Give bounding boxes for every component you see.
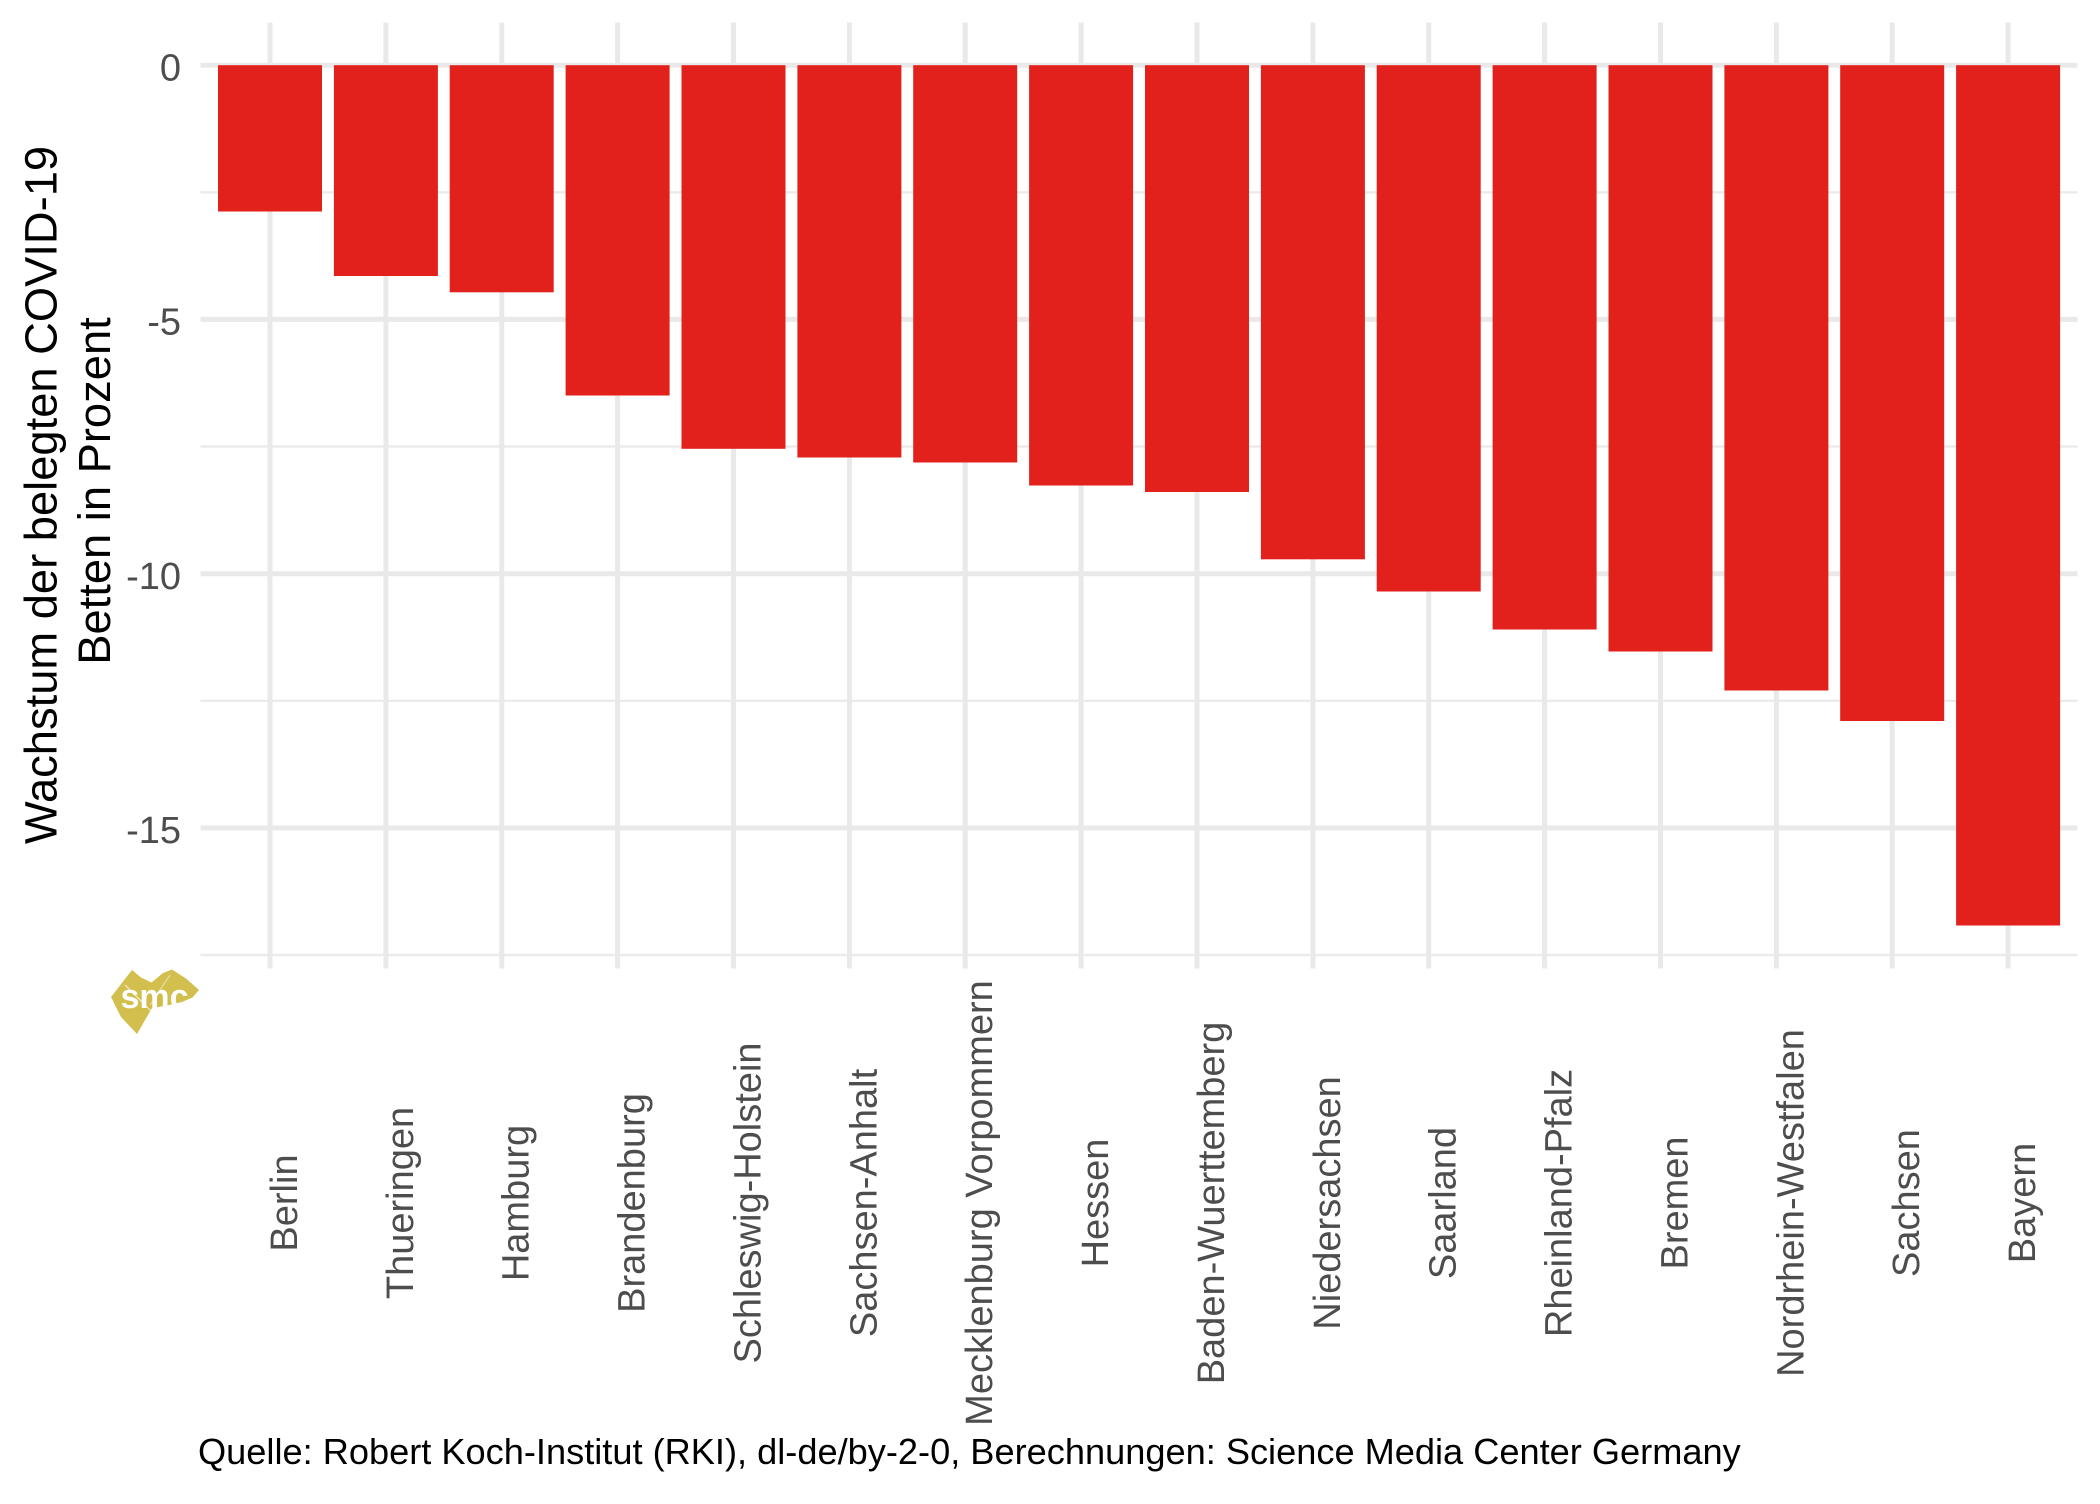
svg-text:Berlin: Berlin — [264, 1154, 306, 1251]
svg-text:Niedersachsen: Niedersachsen — [1307, 1076, 1349, 1329]
svg-text:Schleswig-Holstein: Schleswig-Holstein — [728, 1042, 770, 1363]
svg-text:Sachsen: Sachsen — [1886, 1129, 1928, 1277]
svg-text:Betten in Prozent: Betten in Prozent — [69, 317, 120, 665]
svg-text:Hessen: Hessen — [1075, 1139, 1117, 1268]
svg-text:-15: -15 — [126, 810, 181, 852]
svg-text:-5: -5 — [147, 302, 181, 344]
svg-text:Wachstum der belegten COVID-19: Wachstum der belegten COVID-19 — [16, 146, 67, 844]
svg-text:smc: smc — [120, 978, 188, 1016]
svg-text:Nordrhein-Westfalen: Nordrhein-Westfalen — [1770, 1029, 1812, 1377]
svg-text:Sachsen-Anhalt: Sachsen-Anhalt — [843, 1068, 885, 1337]
svg-text:Mecklenburg Vorpommern: Mecklenburg Vorpommern — [959, 980, 1001, 1426]
svg-text:Thueringen: Thueringen — [380, 1107, 422, 1299]
svg-text:-10: -10 — [126, 556, 181, 598]
svg-text:0: 0 — [160, 48, 181, 90]
svg-text:Bremen: Bremen — [1655, 1136, 1697, 1269]
svg-text:Rheinland-Pfalz: Rheinland-Pfalz — [1539, 1069, 1581, 1337]
svg-text:Hamburg: Hamburg — [496, 1125, 538, 1281]
svg-text:Saarland: Saarland — [1423, 1127, 1465, 1279]
svg-text:Quelle: Robert Koch-Institut (: Quelle: Robert Koch-Institut (RKI), dl-d… — [198, 1431, 1742, 1472]
svg-text:Baden-Wuerttemberg: Baden-Wuerttemberg — [1191, 1022, 1233, 1385]
svg-text:Bayern: Bayern — [2002, 1143, 2044, 1263]
svg-text:Brandenburg: Brandenburg — [612, 1093, 654, 1313]
